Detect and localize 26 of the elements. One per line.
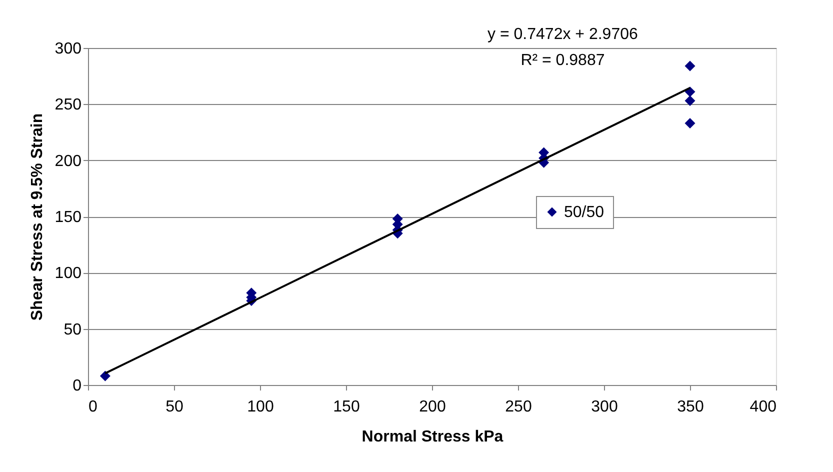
y-tick-label: 200 [54,152,82,170]
text: y = 0.7472x + 2.9706 [488,26,638,43]
legend-label: 50/50 [564,204,604,221]
point [684,96,696,106]
point [684,60,696,72]
x-tick-label: 150 [333,398,360,416]
point [684,118,696,129]
x-tick-label: 100 [247,398,274,416]
y-axis-title: Shear Stress at 9.5% Strain [28,113,46,321]
x-tick-label: 400 [750,398,777,416]
point [100,370,110,382]
x-tick-label: 50 [166,398,184,416]
y-tick-label: 300 [54,40,82,58]
y-tick-label: 100 [54,265,82,282]
y-tick-label: 250 [54,96,82,114]
y-tick-label: 0 [72,378,82,394]
x-tick-label: 200 [419,398,446,416]
x-tick-label: 350 [677,398,704,416]
annotation: R² = 0.9887 [520,52,605,69]
point [684,86,696,98]
x-tick-label: 0 [88,398,98,416]
x-axis-title: Normal Stress kPa [362,428,504,446]
y-tick-label: 150 [54,209,82,226]
x-tick-label: 300 [591,398,618,416]
y-tick-label: 50 [64,321,82,338]
x-tick-label: 250 [505,398,532,416]
